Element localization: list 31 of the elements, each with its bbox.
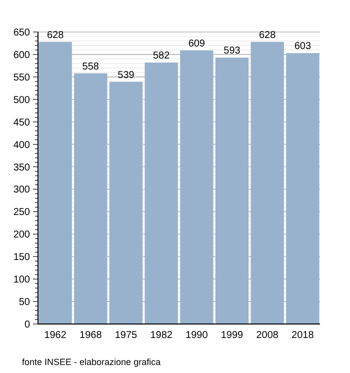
x-tick-label: 1990 [186,330,208,341]
y-tick-label: 600 [13,50,30,61]
y-tick-label: 650 [13,28,30,38]
x-tick-label: 2018 [292,330,314,341]
data-label: 628 [46,30,64,41]
data-label: 628 [259,30,276,41]
y-tick-label: 100 [13,274,30,286]
data-label: 603 [294,41,312,52]
x-tick-label: 2008 [256,330,279,341]
y-tick-label: 200 [13,230,30,241]
data-label: 558 [82,61,100,72]
y-tick-label: 250 [13,207,30,218]
y-tick-label: 500 [13,94,30,106]
y-tick-label: 400 [13,140,30,151]
data-label: 609 [188,38,206,50]
x-tick-label: 1968 [80,330,102,341]
x-tick-label: 1962 [44,330,67,341]
y-tick-label: 450 [13,117,30,128]
x-tick-label: 1975 [114,330,138,341]
data-label: 539 [118,70,135,81]
data-label: 582 [152,50,170,62]
x-tick-label: 1982 [150,330,173,341]
y-tick-label: 50 [18,297,30,308]
source-note: fonte INSEE - elaborazione grafica [22,357,161,367]
y-tick-label: 300 [13,184,30,196]
data-label: 593 [224,46,241,57]
y-tick-label: 550 [13,72,30,84]
x-tick-label: 1999 [220,330,244,341]
y-tick-label: 150 [13,252,30,264]
y-tick-label: 350 [13,162,30,174]
y-tick-label: 0 [24,320,30,330]
